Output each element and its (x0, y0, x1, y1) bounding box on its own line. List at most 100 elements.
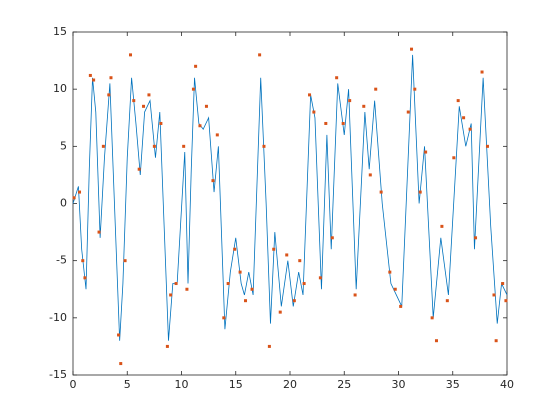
data-point (72, 196, 76, 200)
data-point (132, 99, 136, 103)
data-point (335, 76, 339, 80)
y-tick-label: -10 (49, 311, 67, 324)
data-point (406, 110, 410, 114)
data-point (238, 270, 242, 274)
data-point (185, 287, 189, 291)
data-point (353, 293, 357, 297)
data-point (452, 156, 456, 160)
data-point (191, 87, 195, 91)
data-point (388, 270, 392, 274)
data-point (250, 287, 254, 291)
data-point (233, 247, 237, 251)
x-tick-label: 0 (70, 378, 77, 391)
data-point (159, 121, 163, 125)
x-tick-label: 40 (500, 378, 514, 391)
data-point (374, 87, 378, 91)
data-point (393, 287, 397, 291)
x-tick-label: 15 (229, 378, 243, 391)
data-point (434, 339, 438, 343)
data-point (278, 310, 282, 314)
data-point (445, 299, 449, 303)
x-tick-label: 10 (175, 378, 189, 391)
x-tick-label: 25 (337, 378, 351, 391)
y-tick-label: 10 (53, 82, 67, 95)
data-point (379, 190, 383, 194)
x-tick-label: 20 (283, 378, 297, 391)
data-point (348, 99, 352, 103)
data-point (174, 282, 178, 286)
data-point (119, 362, 123, 366)
data-point (215, 133, 219, 137)
data-point (298, 259, 302, 263)
data-point (410, 47, 414, 51)
data-point (272, 247, 276, 251)
data-point (418, 190, 422, 194)
data-point (399, 304, 403, 308)
data-point (312, 110, 316, 114)
data-point (194, 64, 198, 68)
data-point (137, 167, 141, 171)
data-point (462, 116, 466, 120)
data-point (292, 299, 296, 303)
data-point (152, 144, 156, 148)
data-point (107, 93, 111, 97)
data-point (262, 144, 266, 148)
x-tick-label: 35 (446, 378, 460, 391)
data-point (204, 104, 208, 108)
plot-area (72, 31, 508, 376)
data-point (222, 316, 226, 320)
x-tick-label: 5 (124, 378, 131, 391)
data-point (302, 282, 306, 286)
data-point (494, 339, 498, 343)
data-point (501, 282, 505, 286)
y-tick-label: 5 (60, 139, 67, 152)
data-point (165, 344, 169, 348)
data-point (142, 104, 146, 108)
data-point (485, 144, 489, 148)
data-point (198, 124, 202, 128)
data-point (81, 259, 85, 263)
data-point (147, 93, 151, 97)
data-point (430, 316, 434, 320)
data-point (169, 293, 173, 297)
data-point (480, 70, 484, 74)
data-point (92, 78, 96, 82)
data-point (413, 87, 417, 91)
data-point (318, 276, 322, 280)
data-point (109, 76, 113, 80)
data-point (267, 344, 271, 348)
data-line (72, 54, 508, 341)
data-point (97, 230, 101, 234)
data-point (78, 190, 82, 194)
data-point (368, 173, 372, 177)
data-point (330, 236, 334, 240)
data-point (440, 224, 444, 228)
data-point (424, 150, 428, 154)
data-point (226, 282, 230, 286)
data-point (492, 293, 496, 297)
data-point (258, 53, 262, 57)
data-point (362, 104, 366, 108)
y-tick-label: 0 (60, 197, 67, 210)
data-point (211, 179, 215, 183)
data-point (504, 299, 508, 303)
y-tick-label: -5 (56, 254, 67, 267)
data-point (474, 236, 478, 240)
y-tick-label: -15 (49, 368, 67, 381)
data-point (83, 276, 87, 280)
data-point (123, 259, 127, 263)
data-point (101, 144, 105, 148)
data-point (456, 99, 460, 103)
data-point (341, 121, 345, 125)
data-point (88, 73, 92, 77)
data-point (324, 121, 328, 125)
data-point (182, 144, 186, 148)
data-point (285, 253, 289, 257)
data-point (117, 333, 121, 337)
data-point (468, 127, 472, 131)
data-point (244, 299, 248, 303)
data-point (129, 53, 133, 57)
data-point (308, 93, 312, 97)
x-tick-label: 30 (392, 378, 406, 391)
